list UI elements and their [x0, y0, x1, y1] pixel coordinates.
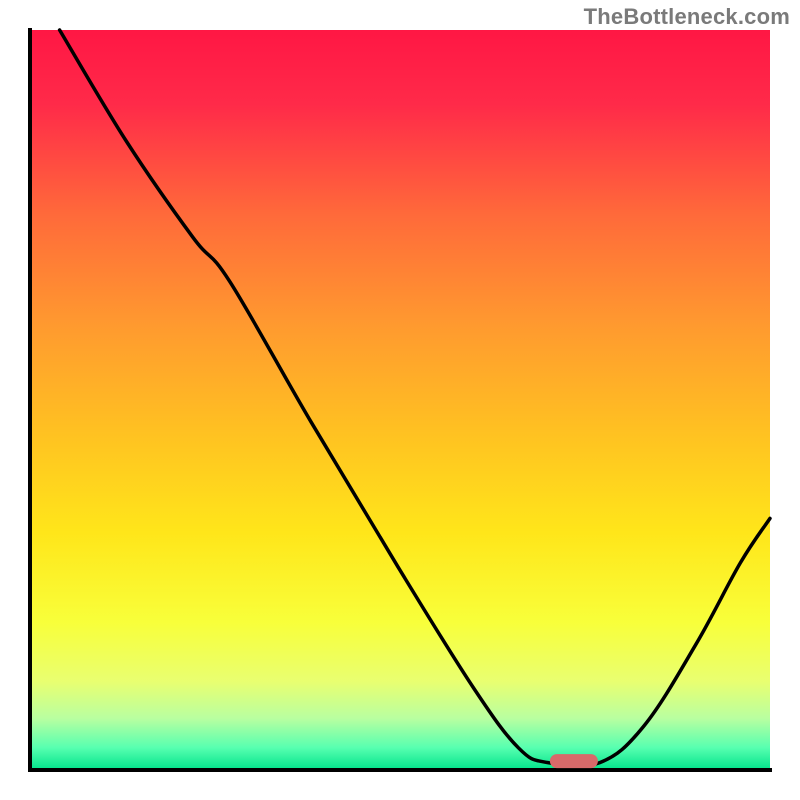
chart-stage: TheBottleneck.com: [0, 0, 800, 800]
watermark-text: TheBottleneck.com: [584, 4, 790, 30]
gradient-background: [30, 30, 770, 770]
bottleneck-chart: [0, 0, 800, 800]
optimum-marker: [550, 754, 598, 768]
